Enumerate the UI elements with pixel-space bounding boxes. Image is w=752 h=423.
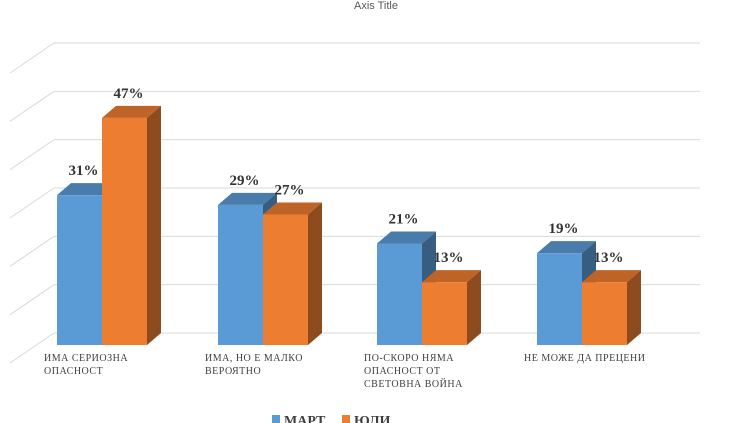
- value-label: 13%: [434, 250, 464, 266]
- value-label: 27%: [275, 183, 305, 199]
- bar-side: [308, 202, 322, 345]
- grid-line-side: [9, 235, 55, 267]
- bar-top: [263, 202, 322, 215]
- bar-top: [218, 192, 277, 205]
- bar-top: [582, 270, 641, 283]
- grid-line-side: [9, 187, 55, 219]
- bar: [582, 282, 627, 345]
- legend-swatch: [342, 415, 350, 423]
- bar: [218, 204, 263, 345]
- x-tick-label: ИМА СЕРИОЗНА ОПАСНОСТ: [44, 353, 129, 377]
- value-label: 47%: [114, 86, 144, 102]
- value-label: 29%: [230, 173, 260, 189]
- legend-swatch: [272, 415, 280, 423]
- value-label: 19%: [549, 221, 579, 237]
- legend-label: МАРТ: [284, 414, 326, 423]
- bar: [422, 282, 467, 345]
- x-tick-label: ПО-СКОРО НЯМА ОПАСНОСТ ОТ СВЕТОВНА ВОЙНА: [364, 353, 463, 390]
- x-axis-title: Axis Title: [353, 0, 398, 12]
- bar-side: [147, 105, 161, 345]
- x-tick-label: НЕ МОЖЕ ДА ПРЕЦЕНИ: [524, 353, 646, 364]
- value-label: 21%: [389, 212, 419, 228]
- grid-line-side: [9, 139, 55, 171]
- bar: [102, 117, 147, 345]
- bar: [377, 243, 422, 345]
- legend-label: ЮЛИ: [354, 414, 390, 423]
- bar-top: [102, 105, 161, 118]
- bar: [57, 195, 102, 345]
- bar-top: [537, 241, 596, 254]
- bar: [263, 214, 308, 345]
- grid-line-side: [9, 332, 55, 364]
- value-label: 31%: [69, 163, 99, 179]
- value-label: 13%: [594, 250, 624, 266]
- x-tick-label: ИМА, НО Е МАЛКО ВЕРОЯТНО: [205, 353, 303, 377]
- bar-top: [377, 231, 436, 244]
- bar-top: [422, 270, 481, 283]
- bar-side: [627, 270, 641, 345]
- grid-line-side: [9, 42, 55, 74]
- grid-line-side: [9, 90, 55, 122]
- bar: [537, 253, 582, 345]
- bar-top: [57, 183, 116, 196]
- grid-line-side: [9, 284, 55, 316]
- bar-side: [467, 270, 481, 345]
